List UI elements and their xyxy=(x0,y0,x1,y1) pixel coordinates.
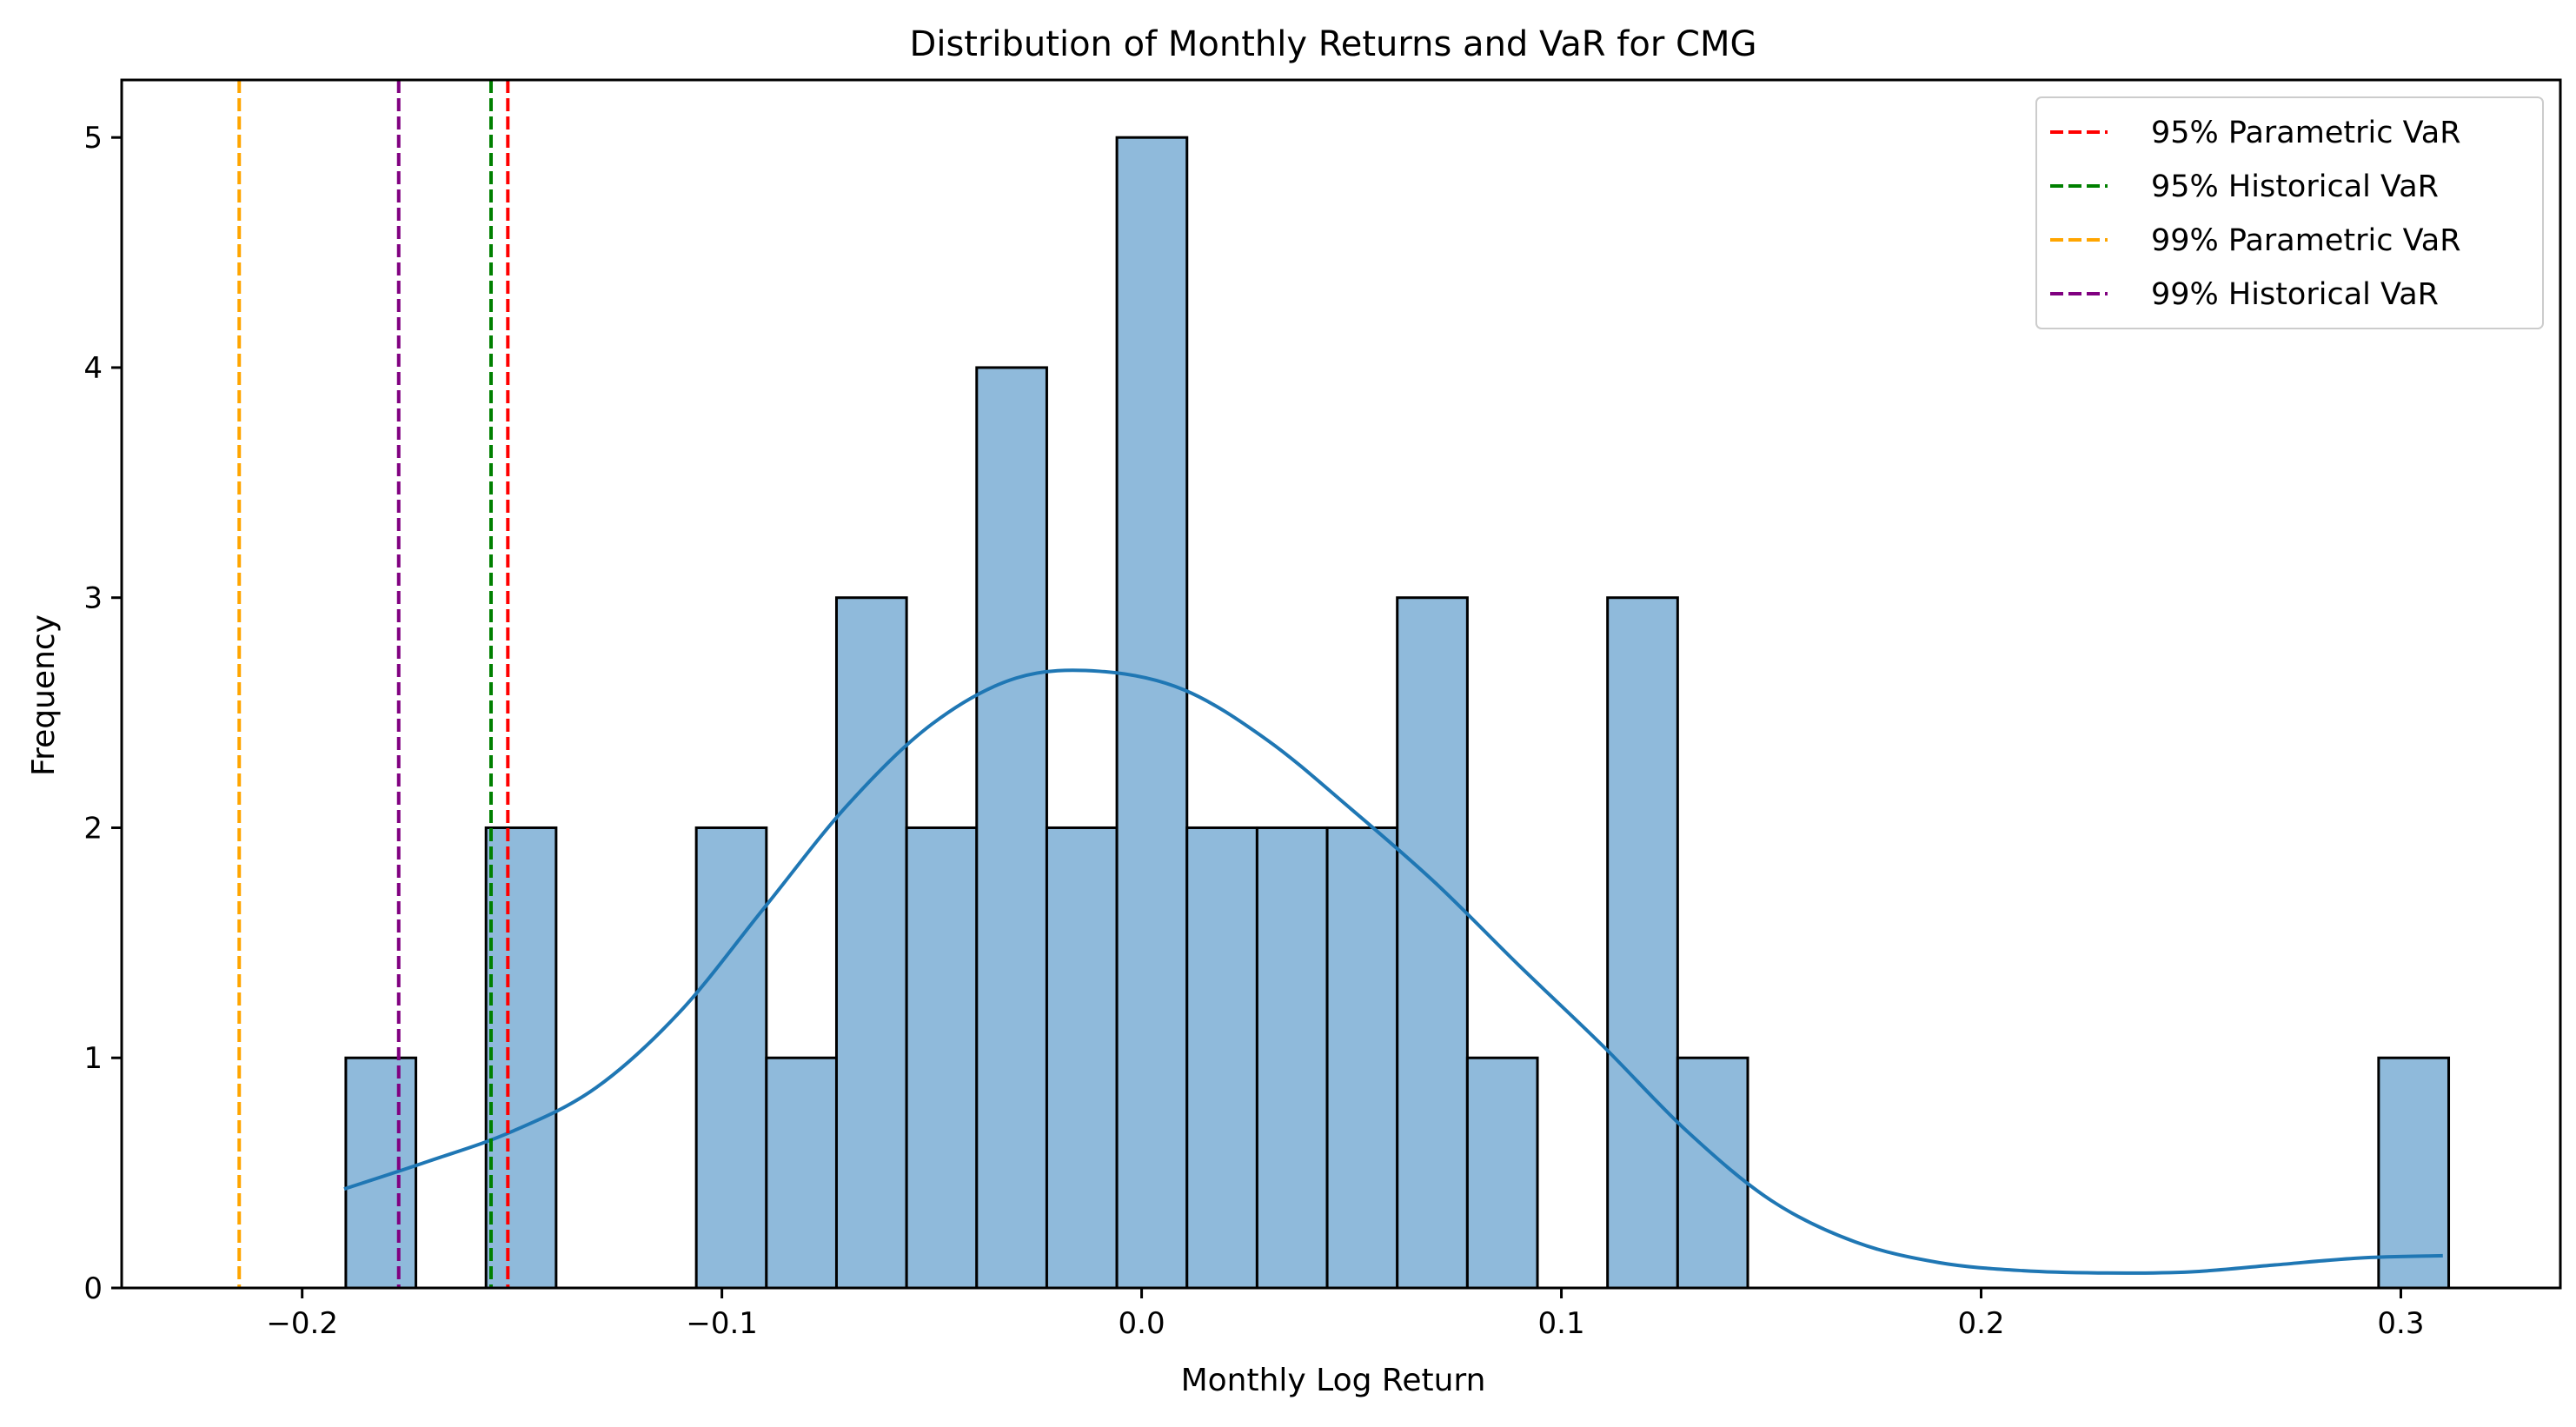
x-axis-label: Monthly Log Return xyxy=(1181,1363,1486,1398)
legend: 95% Parametric VaR 95% Historical VaR 99% … xyxy=(2035,96,2544,329)
chart-title: Distribution of Monthly Returns and VaR … xyxy=(910,24,1757,64)
plot-frame xyxy=(120,78,2562,1290)
histogram-bar xyxy=(1045,826,1119,1290)
y-tick-label: 3 xyxy=(83,581,103,616)
histogram-bar xyxy=(975,366,1048,1290)
y-tick-label: 0 xyxy=(83,1271,103,1306)
var-lines xyxy=(237,80,510,1288)
histogram-bar xyxy=(905,826,979,1290)
legend-label: 95% Historical VaR xyxy=(2151,169,2439,204)
y-tick-label: 4 xyxy=(83,351,103,386)
histogram-bar xyxy=(2377,1056,2451,1290)
kde-layer xyxy=(343,668,2443,1275)
legend-label: 99% Parametric VaR xyxy=(2151,223,2461,258)
x-tick-label: 0.2 xyxy=(1957,1306,2004,1341)
histogram-bar xyxy=(484,826,558,1290)
legend-box xyxy=(2035,96,2544,329)
histogram-bar xyxy=(1185,826,1258,1290)
y-axis-label: Frequency xyxy=(26,614,62,776)
axes-layer: −0.2 −0.1 0.0 0.1 0.2 0.3 0 1 2 3 4 5 xyxy=(83,78,2562,1341)
legend-label: 99% Historical VaR xyxy=(2151,277,2439,312)
histogram-bar xyxy=(1115,136,1189,1290)
histogram-bar xyxy=(344,1056,418,1290)
legend-label: 95% Parametric VaR xyxy=(2151,116,2461,150)
histogram-bar xyxy=(1396,596,1469,1290)
histogram-bar xyxy=(694,826,768,1290)
y-tick-label: 5 xyxy=(83,121,103,156)
x-tick-label: 0.1 xyxy=(1538,1306,1585,1341)
x-tick-label: 0.0 xyxy=(1119,1306,1165,1341)
y-tick-label: 1 xyxy=(83,1041,103,1076)
x-tick-label: −0.2 xyxy=(266,1306,338,1341)
kde-curve xyxy=(343,668,2443,1275)
histogram-bar xyxy=(1325,826,1399,1290)
histogram-bar xyxy=(1255,826,1329,1290)
histogram-bar xyxy=(1606,596,1679,1290)
y-tick-label: 2 xyxy=(83,811,103,846)
histogram-bars xyxy=(344,136,2451,1290)
histogram-bar xyxy=(1465,1056,1539,1290)
x-tick-label: −0.1 xyxy=(686,1306,758,1341)
histogram-bar xyxy=(765,1056,838,1290)
histogram-bar xyxy=(1676,1056,1749,1290)
x-tick-label: 0.3 xyxy=(2377,1306,2424,1341)
histogram-bar xyxy=(834,596,908,1290)
